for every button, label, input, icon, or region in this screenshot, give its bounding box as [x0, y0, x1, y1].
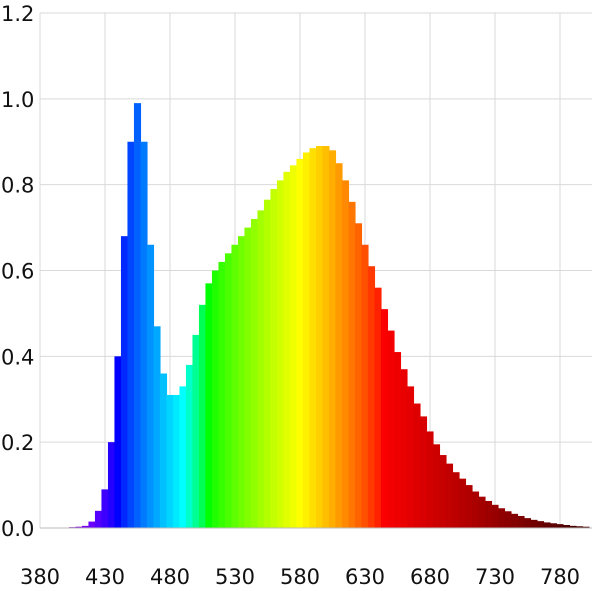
spectrum-bar: [250, 219, 259, 528]
spectrum-bar: [192, 334, 200, 528]
spectrum-bar: [289, 165, 298, 528]
spectrum-bar: [582, 526, 590, 528]
spectrum-bar: [283, 171, 291, 528]
spectrum-bar: [159, 373, 168, 528]
spectrum-bar: [211, 270, 220, 528]
spectrum-bar: [133, 103, 142, 528]
spectrum-bar: [413, 403, 421, 528]
x-tick-label: 730: [475, 565, 515, 589]
spectrum-bar: [432, 444, 441, 528]
spectrum-bar: [510, 513, 519, 528]
spectrum-bar: [276, 180, 285, 528]
spectrum-bar: [549, 523, 558, 528]
spectrum-bar: [504, 511, 512, 528]
spectrum-bar: [361, 244, 369, 528]
spectrum-bar: [172, 394, 181, 528]
spectrum-bar: [101, 489, 109, 528]
spectrum-bar: [387, 330, 395, 528]
spectrum-bar: [179, 386, 187, 528]
spectrum-bar: [465, 485, 473, 528]
spectrum-bar: [315, 146, 324, 528]
spectrum-bar: [562, 524, 571, 528]
spectrum-bar: [452, 472, 460, 528]
spectrum-bar: [309, 148, 317, 528]
spectrum-bar: [575, 526, 584, 528]
spectrum-bar: [543, 522, 551, 528]
spectrum-bar: [244, 227, 252, 529]
spectrum-bar: [218, 261, 226, 528]
spectrum-bar: [237, 236, 246, 528]
spectrum-bar: [517, 515, 525, 528]
y-tick-label: 1.0: [1, 88, 34, 112]
spectrum-bar: [471, 491, 480, 528]
spectrum-bar: [367, 266, 376, 528]
spectrum-bar: [224, 253, 233, 529]
spectrum-bar: [556, 524, 564, 528]
spectrum-bar: [107, 442, 116, 528]
spectrum-bar: [81, 525, 90, 528]
spectrum-bar: [348, 201, 356, 529]
spectrum-bar: [94, 510, 103, 528]
spectrum-bar: [198, 304, 207, 528]
spectrum-bar: [185, 364, 194, 528]
spectrum-bar: [302, 152, 311, 528]
spectrum-bar: [569, 525, 577, 528]
spectrum-bar: [523, 518, 532, 528]
y-tick-label: 0.0: [1, 517, 34, 541]
spectrum-bar: [127, 141, 135, 528]
spectrum-bar: [88, 521, 96, 528]
spectrum-bar: [426, 431, 434, 528]
spectrum-bar: [205, 283, 213, 528]
spectrum-bar: [153, 326, 161, 528]
x-tick-label: 580: [280, 565, 320, 589]
y-tick-label: 0.8: [1, 174, 34, 198]
spectrum-bar: [257, 210, 265, 528]
spectrum-bar: [400, 369, 408, 528]
spectrum-bar: [114, 356, 122, 528]
spectrum-bar: [140, 141, 148, 528]
spectrum-bar: [263, 199, 272, 528]
spectrum-bar: [536, 521, 545, 528]
x-tick-label: 380: [20, 565, 60, 589]
spectrum-bar: [439, 455, 447, 528]
y-tick-label: 1.2: [1, 2, 34, 26]
spectrum-bar: [478, 496, 486, 528]
spectrum-bar: [445, 463, 454, 528]
x-tick-label: 630: [345, 565, 385, 589]
spectrum-bar: [322, 146, 330, 528]
spectrum-bar: [380, 309, 389, 528]
spectrum-bar: [75, 526, 83, 528]
spectrum-bar: [335, 163, 343, 529]
spectrum-bar: [328, 150, 337, 529]
spectrum-bar: [354, 223, 363, 528]
spectrum-bar: [393, 352, 402, 528]
spectrum-bar: [406, 386, 415, 528]
spectrum-bar: [374, 287, 382, 528]
spectrum-bar: [491, 504, 499, 528]
x-tick-label: 480: [150, 565, 190, 589]
x-tick-label: 680: [410, 565, 450, 589]
spectrum-bar: [270, 188, 278, 529]
x-tick-label: 430: [85, 565, 125, 589]
spectrum-bar: [419, 416, 428, 528]
spectrum-bar: [497, 508, 506, 528]
x-tick-label: 780: [540, 565, 580, 589]
spectrum-bar: [296, 158, 304, 528]
spectrum-bar: [120, 236, 129, 528]
y-tick-label: 0.6: [1, 260, 34, 284]
spectrum-bar: [484, 500, 493, 528]
x-tick-label: 530: [215, 565, 255, 589]
spectrum-bar: [341, 180, 350, 528]
y-tick-label: 0.2: [1, 431, 34, 455]
y-tick-label: 0.4: [1, 345, 34, 369]
spectrum-bar: [458, 478, 467, 528]
spectrum-bar: [146, 244, 155, 528]
spectrum-bar: [166, 394, 174, 528]
spectrum-bar: [530, 519, 538, 528]
spectrum-bar: [231, 244, 239, 528]
